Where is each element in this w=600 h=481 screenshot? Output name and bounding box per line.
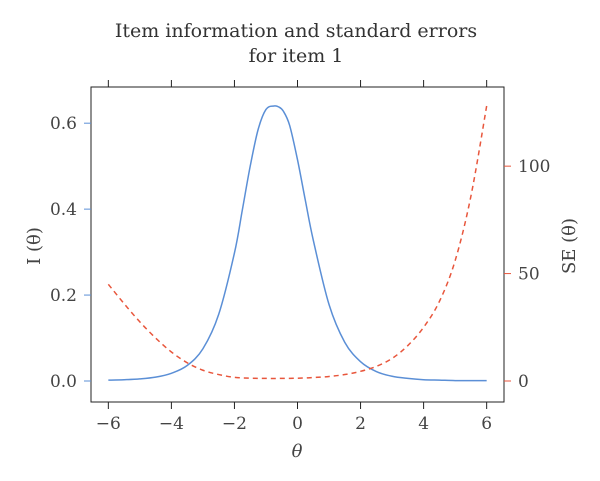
plot-frame — [90, 86, 505, 403]
y-axis-left: 0.0 0.2 0.4 0.6 — [50, 114, 91, 392]
x-tick-label: −6 — [96, 414, 121, 434]
chart-title-line-1: Item information and standard errors — [115, 20, 477, 42]
y-right-tick-label: 50 — [518, 265, 540, 285]
series-layer — [107, 105, 488, 382]
x-axis: −6 −4 −2 0 2 4 6 — [96, 80, 492, 434]
y-axis-right: 0 50 100 — [504, 157, 550, 392]
y-left-tick-label: 0.2 — [50, 286, 77, 306]
x-tick-label: 6 — [481, 414, 492, 434]
chart-title-line-2: for item 1 — [249, 45, 344, 67]
x-tick-label: 4 — [418, 414, 429, 434]
standard-error-curve — [107, 105, 488, 380]
y-left-tick-label: 0.4 — [50, 200, 77, 220]
x-tick-label: −4 — [159, 414, 184, 434]
y-left-tick-label: 0.0 — [50, 372, 77, 392]
x-tick-label: 0 — [292, 414, 303, 434]
y-axis-left-title: I (θ) — [24, 227, 45, 265]
x-tick-label: 2 — [355, 414, 366, 434]
y-right-tick-label: 100 — [518, 157, 550, 177]
x-tick-label: −2 — [222, 414, 247, 434]
item-information-curve — [108, 105, 487, 382]
x-axis-title: θ — [292, 441, 303, 462]
y-axis-right-title: SE (θ) — [559, 218, 580, 274]
y-left-tick-label: 0.6 — [50, 114, 77, 134]
y-right-tick-label: 0 — [518, 372, 529, 392]
